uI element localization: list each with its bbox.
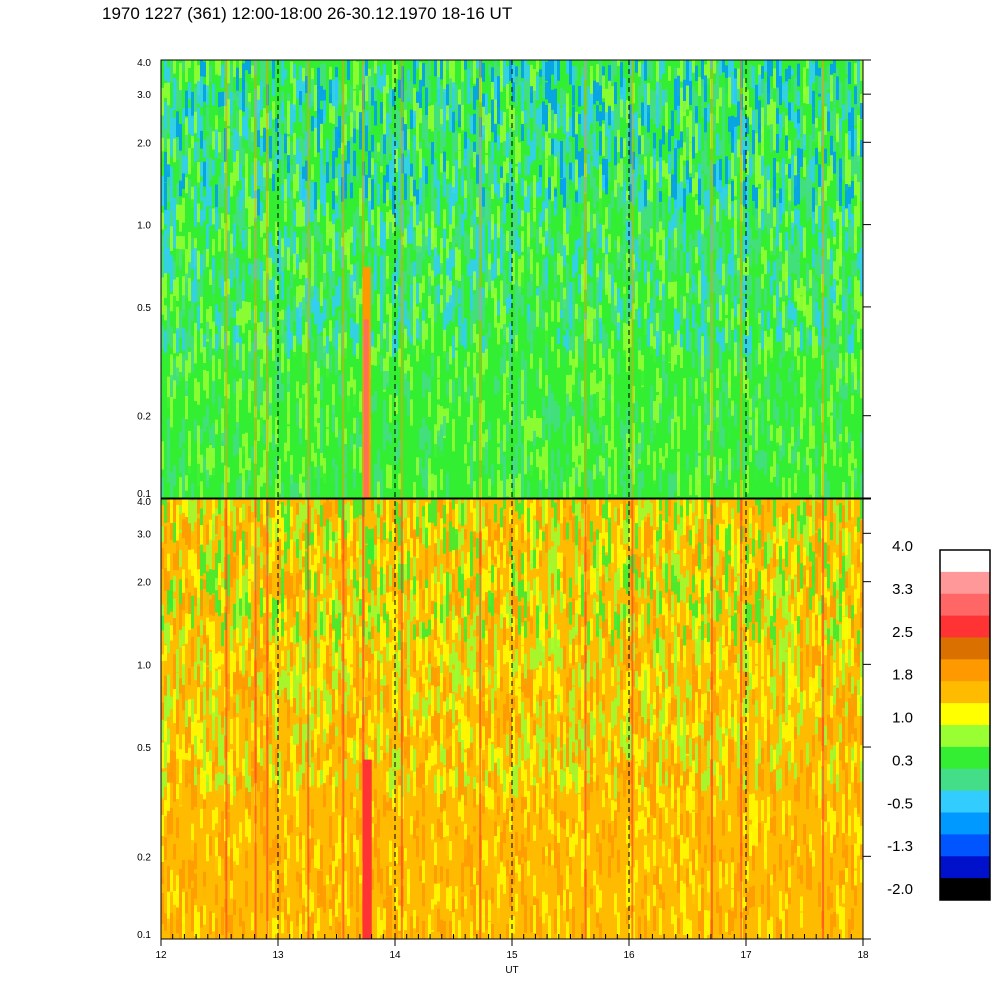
streak [254, 60, 257, 498]
streak [225, 60, 228, 498]
colorbar-swatch [940, 637, 990, 660]
x-tick-label: 18 [857, 950, 869, 961]
streak [740, 60, 743, 498]
y-tick-label: 3.0 [137, 90, 151, 101]
colorbar-swatch [940, 746, 990, 770]
streak [363, 319, 369, 498]
streak [342, 60, 345, 498]
streak [362, 499, 365, 939]
y-tick-label: 4.0 [137, 58, 151, 69]
streak [400, 60, 403, 498]
chart-title: 1970 1227 (361) 12:00-18:00 26-30.12.197… [102, 4, 513, 23]
y-tick-label: 0.2 [137, 852, 151, 863]
colorbar: 4.0 3.3 2.5 1.8 1.0 0.3 -0.5 -1.3 -2.0 [887, 538, 991, 901]
colorbar-swatch [940, 812, 990, 835]
y-tick-label: 3.0 [137, 529, 151, 540]
colorbar-label: -1.3 [887, 838, 913, 855]
colorbar-label: 1.8 [892, 667, 913, 684]
colorbar-swatch [940, 659, 990, 682]
colorbar-label: 0.3 [892, 752, 913, 769]
streak [740, 499, 743, 939]
colorbar-label: -0.5 [887, 795, 913, 812]
streak [631, 499, 634, 939]
streak [631, 60, 634, 498]
streak [479, 60, 482, 498]
colorbar-label: -2.0 [887, 881, 913, 898]
streak [266, 60, 269, 498]
colorbar-swatch [940, 768, 990, 792]
colorbar-swatch [940, 593, 990, 617]
y-tick-label: 0.5 [137, 743, 151, 754]
y-tick-label: 2.0 [137, 138, 151, 149]
colorbar-frame [939, 549, 991, 901]
x-tick-label: 17 [740, 950, 752, 961]
colorbar-swatch [940, 550, 990, 573]
y-tick-label: 4.0 [137, 497, 151, 508]
streak [822, 499, 825, 939]
colorbar-swatch [940, 856, 990, 879]
streak [225, 499, 228, 939]
y-tick-label: 0.1 [137, 930, 151, 941]
colorbar-label: 4.0 [892, 538, 913, 555]
streak [584, 60, 587, 498]
x-tick-label: 13 [272, 950, 284, 961]
colorbar-swatch [940, 878, 990, 901]
streak [400, 499, 403, 939]
colorbar-label: 2.5 [892, 624, 913, 641]
x-tick-label: 12 [155, 950, 167, 961]
y-tick-label: 0.2 [137, 412, 151, 423]
axes: 0.10.20.51.02.03.04.00.10.20.51.02.03.04… [137, 58, 871, 976]
streak [584, 499, 587, 939]
streak [822, 60, 825, 498]
streak [479, 499, 482, 939]
streak [710, 499, 713, 939]
y-tick-label: 1.0 [137, 660, 151, 671]
streak [362, 759, 372, 939]
colorbar-swatch [940, 725, 990, 748]
colorbar-swatch [940, 834, 990, 857]
y-tick-label: 2.0 [137, 578, 151, 589]
x-tick-label: 15 [506, 950, 518, 961]
streak [342, 499, 345, 939]
colorbar-swatch [940, 615, 990, 638]
colorbar-swatch [940, 790, 990, 813]
colorbar-label: 3.3 [892, 581, 913, 598]
streak [307, 60, 310, 498]
panel-frame [160, 59, 864, 499]
colorbar-label: 1.0 [892, 710, 913, 727]
streak [254, 499, 257, 939]
colorbar-swatch [940, 681, 990, 704]
x-tick-label: 16 [623, 950, 635, 961]
y-tick-label: 1.0 [137, 221, 151, 232]
y-tick-label: 0.5 [137, 303, 151, 314]
streak [307, 499, 310, 939]
streak [266, 499, 269, 939]
y-tick-label: 0.1 [137, 489, 151, 500]
colorbar-swatch [940, 571, 990, 595]
x-axis-label: UT [505, 965, 518, 976]
x-tick-label: 14 [389, 950, 401, 961]
colorbar-swatch [940, 703, 990, 726]
streak [710, 60, 713, 498]
